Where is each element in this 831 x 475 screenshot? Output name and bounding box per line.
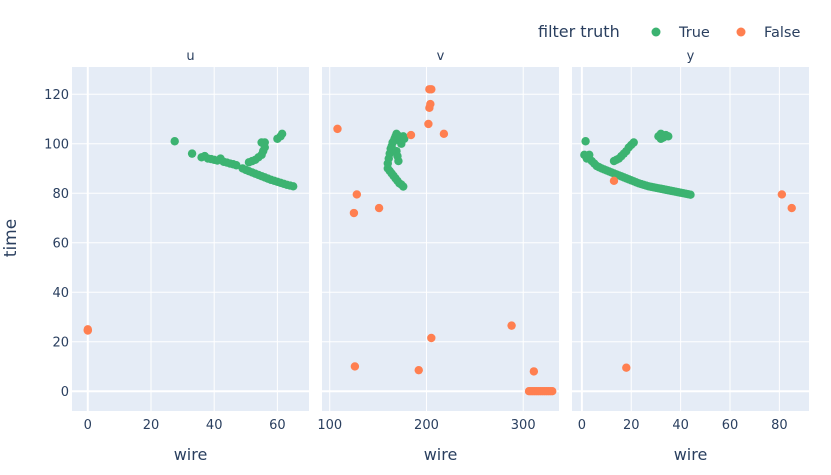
legend[interactable]: filter truth True False	[538, 22, 800, 41]
data-point[interactable]	[277, 129, 287, 139]
legend-label-true: True	[678, 25, 710, 41]
data-point[interactable]	[507, 321, 516, 330]
x-axis-label: wire	[174, 445, 208, 464]
data-point[interactable]	[777, 190, 787, 199]
plot-background	[322, 67, 559, 411]
x-tick-label: 20	[143, 418, 160, 433]
data-point[interactable]	[394, 156, 403, 166]
data-point[interactable]	[629, 138, 638, 147]
data-point[interactable]	[664, 132, 673, 141]
data-point[interactable]	[622, 363, 631, 372]
series-true	[580, 129, 695, 199]
legend-title: filter truth	[538, 22, 620, 41]
data-point[interactable]	[427, 85, 436, 94]
data-point[interactable]	[400, 134, 409, 143]
x-tick-label: 60	[269, 418, 286, 433]
data-point[interactable]	[787, 203, 796, 213]
x-tick-label: 200	[414, 418, 439, 433]
x-tick-label: 40	[206, 418, 223, 433]
x-axis-label: wire	[424, 445, 458, 464]
panel-title: v	[437, 49, 445, 64]
y-axis-label: time	[1, 219, 21, 257]
legend-item-false[interactable]: False	[736, 25, 801, 41]
panel-y: 0 20 40 60 80 y wire	[572, 49, 809, 464]
y-tick-label: 100	[44, 138, 69, 153]
y-tick-label: 40	[52, 286, 69, 301]
legend-marker-true	[651, 27, 661, 37]
legend-marker-false	[736, 27, 746, 37]
data-point[interactable]	[414, 365, 423, 375]
series-true	[383, 129, 409, 191]
data-point[interactable]	[257, 138, 266, 147]
y-tick-label: 0	[61, 385, 69, 400]
x-tick-label: 80	[771, 418, 788, 433]
data-point[interactable]	[424, 119, 433, 129]
data-point[interactable]	[352, 190, 362, 199]
data-point[interactable]	[609, 176, 619, 186]
data-point[interactable]	[289, 182, 298, 191]
data-point[interactable]	[426, 99, 435, 109]
data-point[interactable]	[399, 182, 408, 191]
x-tick-label: 20	[623, 418, 640, 433]
plot-background	[572, 67, 809, 411]
data-point[interactable]	[686, 190, 695, 199]
x-tick-label: 100	[317, 418, 342, 433]
data-point[interactable]	[427, 333, 436, 343]
data-point[interactable]	[350, 362, 360, 371]
data-point[interactable]	[439, 129, 449, 139]
series-false	[609, 176, 796, 372]
data-point[interactable]	[333, 124, 342, 134]
panel-title: u	[186, 49, 194, 64]
data-point[interactable]	[548, 387, 557, 396]
y-tick-label: 120	[44, 88, 69, 103]
data-point[interactable]	[656, 134, 666, 143]
data-point[interactable]	[406, 130, 416, 140]
legend-label-false: False	[764, 25, 800, 41]
series-false	[83, 325, 93, 335]
plot-background	[72, 67, 309, 411]
x-tick-label: 300	[511, 418, 536, 433]
x-axis-label: wire	[674, 445, 708, 464]
panel-title: y	[687, 49, 695, 64]
x-tick-label: 60	[722, 418, 739, 433]
data-point[interactable]	[170, 137, 179, 146]
data-point[interactable]	[83, 325, 93, 334]
data-point[interactable]	[529, 367, 539, 376]
y-tick-label: 60	[52, 237, 69, 252]
data-point[interactable]	[187, 149, 197, 158]
y-tick-label: 20	[52, 336, 69, 351]
panel-u: 0 20 40 60 0 20 40 60 80 100 120 u wire	[44, 49, 309, 464]
data-point[interactable]	[374, 203, 384, 213]
data-point[interactable]	[581, 137, 590, 146]
legend-item-true[interactable]: True	[651, 25, 710, 41]
data-point[interactable]	[349, 208, 359, 218]
y-tick-label: 80	[52, 187, 69, 202]
series-false	[333, 85, 557, 396]
data-point[interactable]	[232, 161, 241, 170]
x-tick-label: 40	[672, 418, 689, 433]
x-tick-label: 0	[578, 418, 586, 433]
panel-v: 100 200 300 v wire	[317, 49, 559, 464]
x-tick-label: 0	[84, 418, 92, 433]
series-true	[170, 129, 298, 191]
